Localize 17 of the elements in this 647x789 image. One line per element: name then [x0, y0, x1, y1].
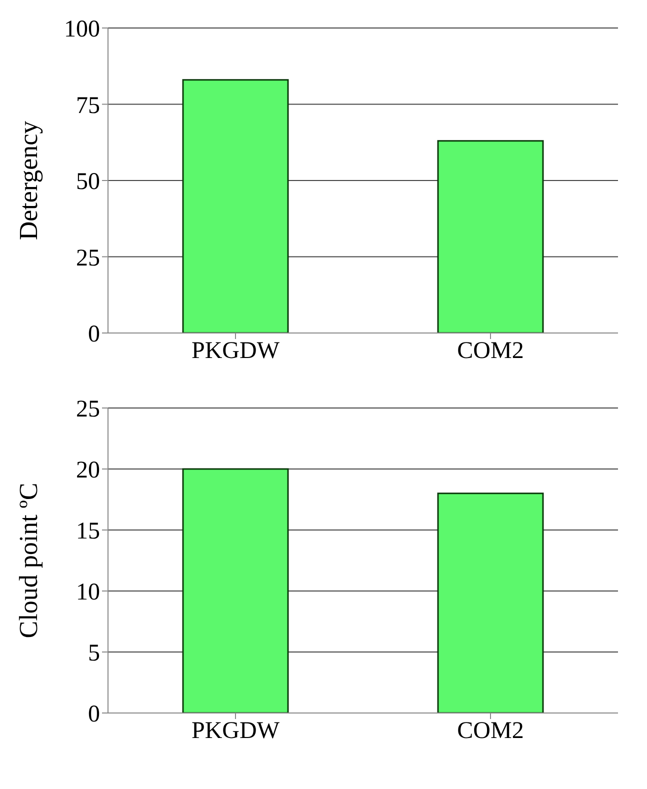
y-tick-label: 50: [76, 169, 100, 196]
y-axis-title: Cloud point ºC: [14, 482, 44, 638]
x-tick-label: PKGDW: [192, 338, 280, 364]
y-tick-label: 100: [64, 16, 100, 43]
y-tick-label: 0: [88, 702, 100, 728]
x-tick-label: PKGDW: [192, 718, 280, 744]
y-tick-label: 25: [76, 396, 100, 423]
y-tick-label: 0: [88, 322, 100, 348]
y-tick-label: 5: [88, 640, 100, 667]
y-tick-label: 20: [76, 458, 100, 484]
y-axis-title: Detergency: [14, 120, 44, 240]
x-tick-label: COM2: [457, 338, 524, 364]
y-tick-label: 75: [76, 92, 100, 119]
y-tick-label: 10: [76, 580, 100, 606]
y-tick-label: 25: [76, 245, 100, 272]
x-tick-label: COM2: [457, 718, 524, 744]
y-tick-label: 15: [76, 518, 100, 545]
